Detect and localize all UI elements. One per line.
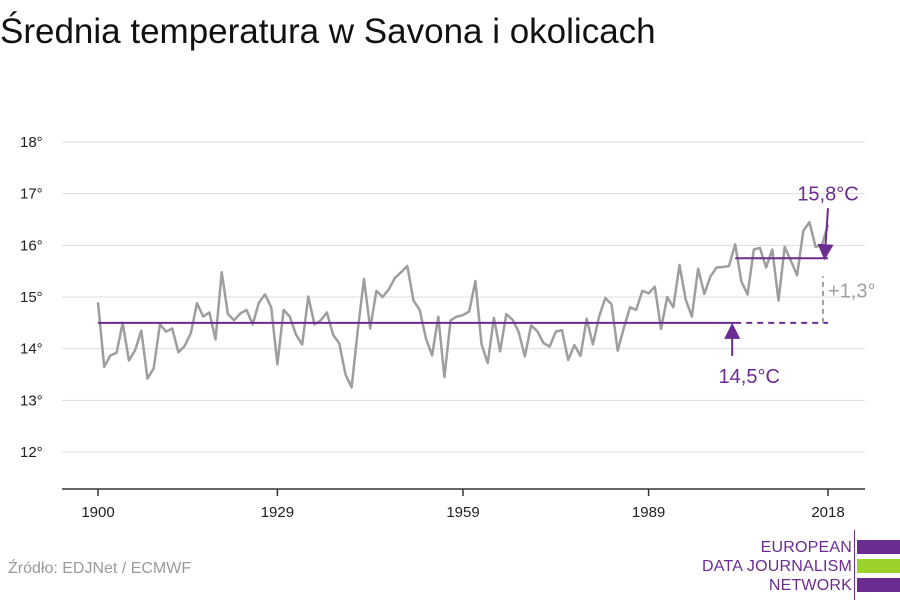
x-tick-label: 2018 xyxy=(811,504,844,521)
x-axis-labels: 1900 1929 1959 1989 2018 xyxy=(81,504,844,521)
x-tick-label: 1989 xyxy=(632,504,665,521)
annotations: +1,3° 14,5°C 15,8°C xyxy=(719,183,876,388)
temperature-series-line xyxy=(96,220,830,389)
logo-line-1: EUROPEAN xyxy=(760,539,852,556)
y-tick-label: 14° xyxy=(20,341,43,358)
recent-average-arrow xyxy=(817,208,834,261)
logo-line-2: DATA JOURNALISM xyxy=(702,558,852,575)
y-tick-label: 13° xyxy=(20,392,43,409)
x-tick-label: 1929 xyxy=(261,504,294,521)
chart-title: Średnia temperatura w Savona i okolicach xyxy=(0,12,656,51)
x-tick-label: 1959 xyxy=(446,504,479,521)
y-tick-label: 18° xyxy=(20,134,43,151)
logo-text: EUROPEAN DATA JOURNALISM NETWORK xyxy=(702,538,852,595)
y-axis-labels: 12° 13° 14° 15° 16° 17° 18° xyxy=(20,134,43,461)
logo-divider xyxy=(854,530,855,600)
gridlines xyxy=(62,141,865,453)
x-tick-label: 1900 xyxy=(81,504,114,521)
logo-line-3: NETWORK xyxy=(768,577,852,594)
baseline-value-label: 14,5°C xyxy=(719,366,780,388)
edjnet-logo: EUROPEAN DATA JOURNALISM NETWORK xyxy=(700,530,900,600)
source-note: Źródło: EDJNet / ECMWF xyxy=(8,560,192,577)
y-tick-label: 15° xyxy=(20,289,43,306)
difference-label: +1,3° xyxy=(828,281,875,303)
logo-bar-bottom xyxy=(857,578,900,592)
recent-average-label: 15,8°C xyxy=(797,183,858,205)
logo-bar-top xyxy=(857,540,900,554)
logo-bar-middle xyxy=(857,559,900,573)
series-layer xyxy=(96,220,830,389)
y-tick-label: 12° xyxy=(20,444,43,461)
reference-lines xyxy=(98,257,828,324)
y-tick-label: 17° xyxy=(20,186,43,203)
x-axis xyxy=(62,488,865,496)
y-tick-label: 16° xyxy=(20,237,43,254)
